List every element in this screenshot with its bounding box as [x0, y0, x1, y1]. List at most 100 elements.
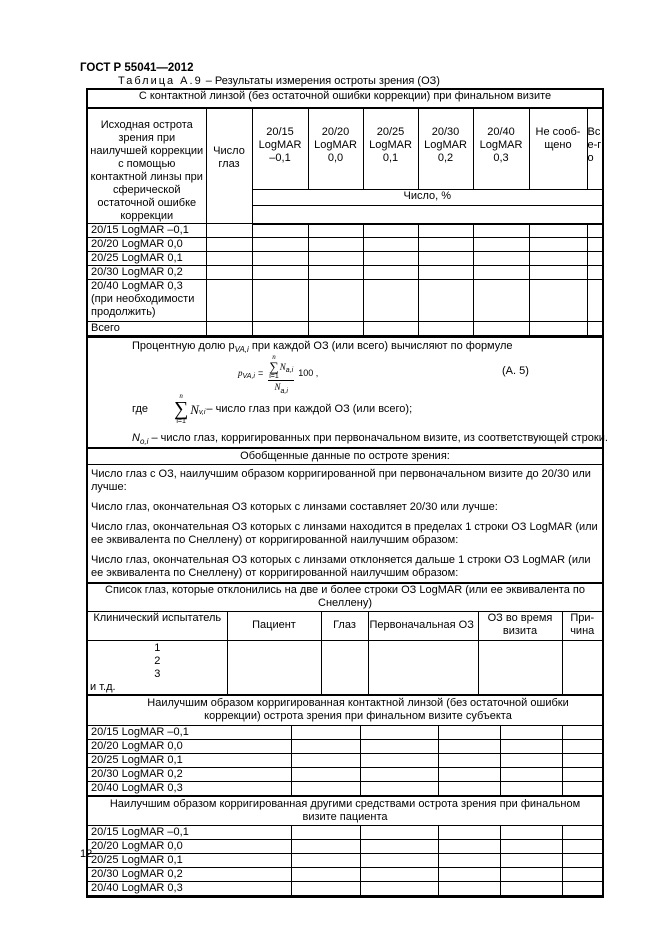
cell: [417, 265, 474, 280]
cell: [437, 725, 501, 740]
col-header: 20/15 LogMAR –0,1: [251, 107, 309, 190]
formula-sum: n ∑ i=1: [269, 353, 279, 381]
page-number: 12: [80, 848, 93, 860]
row-label: 20/15 LogMAR –0,1: [88, 825, 292, 840]
cell: [417, 321, 474, 336]
cell: [307, 237, 364, 252]
cell: [205, 321, 253, 336]
cell: [290, 838, 361, 854]
cell: [499, 739, 563, 754]
row-label: 20/30 LogMAR 0,2: [88, 265, 207, 280]
row-label: 20/40 LogMAR 0,3: [88, 880, 292, 896]
table1-title: С контактной линзой (без остаточной ошиб…: [88, 90, 602, 109]
row-header: Исходная острота зрения при наилучшей ко…: [88, 107, 207, 224]
cell: [290, 852, 361, 868]
cell: [472, 237, 530, 252]
cell: [528, 321, 588, 336]
row-label: 20/20 LogMAR 0,0: [88, 838, 292, 854]
table-row: 20/15 LogMAR –0,1: [88, 223, 602, 238]
formula-p: p: [238, 368, 243, 378]
cell: [561, 866, 602, 882]
cell: [561, 753, 602, 768]
cell: [417, 251, 474, 266]
cell: [561, 825, 602, 840]
table-row: 20/30 LogMAR 0,2: [88, 866, 602, 882]
table-row: 20/20 LogMAR 0,0: [88, 237, 602, 252]
cell: [528, 251, 588, 266]
sum-N-sub: v,i: [198, 408, 206, 416]
final-visit-section: С контактной линзой (без остаточной ошиб…: [88, 90, 602, 336]
eyes-header: Число глаз: [205, 107, 253, 224]
summary-line: Число глаз, окончательная ОЗ которых с л…: [91, 554, 591, 579]
cell: [499, 725, 563, 740]
row-label: 20/25 LogMAR 0,1: [88, 852, 292, 868]
table-row: 20/40 LogMAR 0,3 (при необходимости прод…: [88, 279, 602, 322]
col-header: Первоначальная ОЗ: [367, 610, 479, 641]
cell: [290, 825, 361, 840]
blank-row: [252, 204, 602, 225]
cell: [437, 781, 501, 796]
cell: [205, 223, 253, 238]
cell: [586, 251, 602, 266]
def2: No,i – число глаз, корригированных при п…: [132, 432, 608, 448]
deviated-title: Список глаз, которые отклонились на две …: [88, 584, 602, 612]
cell: [561, 852, 602, 868]
col-header: Пациент: [226, 610, 322, 641]
table-row: 20/40 LogMAR 0,3: [88, 781, 602, 796]
cell: [561, 838, 602, 854]
cell: [499, 838, 563, 854]
cell: [417, 237, 474, 252]
def2-text: – число глаз, корригированных при первон…: [148, 432, 608, 444]
table-row: 20/30 LogMAR 0,2: [88, 767, 602, 782]
table-row: 20/20 LogMAR 0,0: [88, 838, 602, 854]
cell: [359, 753, 439, 768]
cell: [290, 880, 361, 896]
sum-symbol: n ∑ i=1: [174, 392, 189, 426]
cell: [499, 767, 563, 782]
cell: [362, 223, 419, 238]
cell: [205, 265, 253, 280]
cell: [437, 866, 501, 882]
cell: [251, 265, 309, 280]
cell: [561, 767, 602, 782]
row-label: 20/40 LogMAR 0,3: [88, 781, 292, 796]
document-id: ГОСТ Р 55041—2012: [80, 62, 194, 74]
deviated-section: Список глаз, которые отклонились на две …: [88, 582, 602, 695]
cell: [472, 223, 530, 238]
cell: [499, 852, 563, 868]
cell: [367, 639, 479, 695]
intro-text: Процентную долю p: [132, 340, 235, 352]
col-header: 20/25 LogMAR 0,1: [362, 107, 419, 190]
cell: [477, 639, 563, 695]
cell: [359, 852, 439, 868]
col-header: ОЗ во время визита: [477, 610, 563, 641]
col-header: Не сооб-щено: [528, 107, 588, 190]
row-label: 20/25 LogMAR 0,1: [88, 753, 292, 768]
cell: [359, 739, 439, 754]
col-header: Все-го: [586, 107, 602, 190]
cell: [586, 279, 602, 322]
cell: [561, 639, 602, 695]
table2-title: Наилучшим образом корригированная контак…: [88, 695, 602, 726]
table-row: 20/15 LogMAR –0,1: [88, 725, 602, 740]
cell: [307, 265, 364, 280]
summary-line: Число глаз, окончательная ОЗ которых с л…: [91, 501, 498, 513]
cell: [290, 739, 361, 754]
investigator-cell: 1 2 3 и т.д.: [88, 639, 228, 695]
summary-line: Число глаз, окончательная ОЗ которых с л…: [91, 521, 598, 546]
cell: [472, 321, 530, 336]
table-caption: Таблица А.9 – Результаты измерения остро…: [118, 75, 440, 88]
col-header: 20/30 LogMAR 0,2: [417, 107, 474, 190]
caption-label: Таблица А.9: [118, 75, 203, 87]
cell: [437, 880, 501, 896]
cell: [205, 279, 253, 322]
cell: [320, 639, 369, 695]
cell: [437, 852, 501, 868]
cell: [472, 265, 530, 280]
cell: [499, 880, 563, 896]
cell: [251, 223, 309, 238]
table-row: 20/15 LogMAR –0,1: [88, 825, 602, 840]
cell: [226, 639, 322, 695]
cell: [359, 767, 439, 782]
